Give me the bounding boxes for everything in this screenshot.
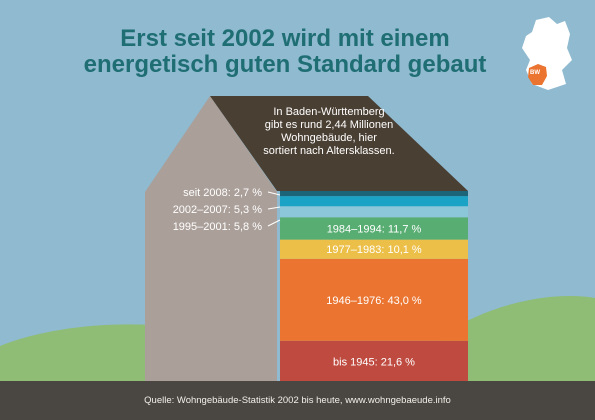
baden-wuerttemberg-map-icon bbox=[528, 64, 547, 85]
band-label-2: 1946–1976: 43,0 % bbox=[326, 295, 422, 307]
age-bands: bis 1945: 21,6 % 1946–1976: 43,0 % 1977–19… bbox=[173, 187, 468, 382]
band-2 bbox=[280, 258, 468, 341]
page-title: Erst seit 2002 wird mit einem energetisc… bbox=[60, 26, 510, 78]
title-line-2: energetisch guten Standard gebaut bbox=[83, 51, 487, 78]
band-label-7: seit 2008: 2,7 % bbox=[183, 187, 262, 199]
band-4 bbox=[280, 217, 468, 240]
footer-bar bbox=[0, 381, 595, 420]
roof-description: In Baden-Württemberg gibt es rund 2,44 M… bbox=[238, 106, 420, 158]
leader-line bbox=[267, 206, 281, 210]
band-5 bbox=[280, 206, 468, 218]
band-6 bbox=[280, 196, 468, 207]
house-roof bbox=[210, 96, 468, 191]
hill-right bbox=[440, 295, 595, 382]
band-1 bbox=[280, 340, 468, 382]
roof-text-line-4: sortiert nach Altersklassen. bbox=[263, 145, 395, 157]
title-line-1: Erst seit 2002 wird mit einem bbox=[120, 25, 450, 52]
band-label-5: 1995–2001: 5,8 % bbox=[173, 221, 263, 233]
band-label-1: bis 1945: 21,6 % bbox=[333, 356, 415, 368]
roof-text-line-2: gibt es rund 2,44 Millionen bbox=[264, 119, 394, 131]
map-badge: BW bbox=[530, 70, 540, 76]
band-7 bbox=[280, 191, 468, 197]
source-note: Quelle: Wohngebäude-Statistik 2002 bis h… bbox=[144, 395, 451, 406]
roof-text-line-1: In Baden-Württemberg bbox=[273, 106, 385, 118]
band-label-4: 1984–1994: 11,7 % bbox=[327, 223, 422, 235]
band-label-3: 1977–1983: 10,1 % bbox=[326, 244, 422, 256]
band-label-6: 2002–2007: 5,3 % bbox=[173, 204, 263, 216]
leader-line bbox=[267, 191, 281, 196]
roof-text-line-3: Wohngebäude, hier bbox=[281, 132, 377, 144]
leader-line bbox=[267, 219, 281, 227]
band-3 bbox=[280, 239, 468, 259]
house-wall bbox=[145, 96, 277, 382]
